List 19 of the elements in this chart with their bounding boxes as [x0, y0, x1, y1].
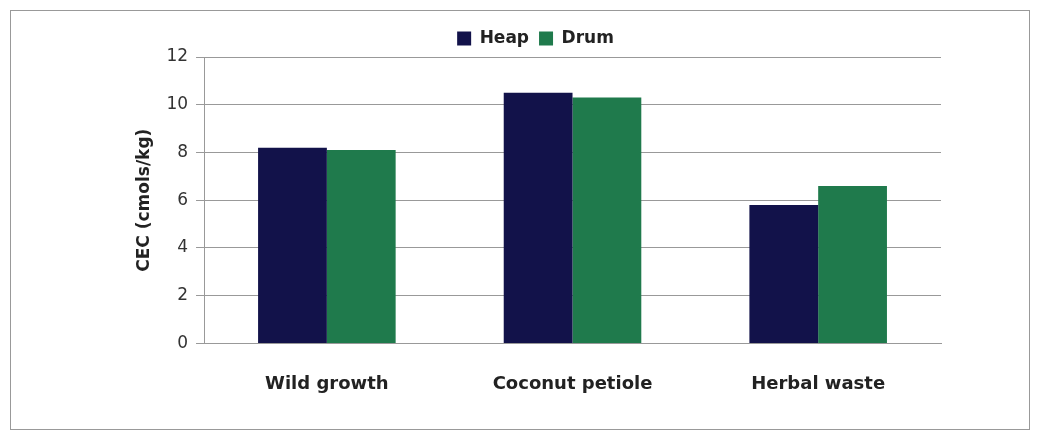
bar: [326, 150, 396, 343]
legend-label: Heap: [479, 26, 530, 47]
x-tick-label: Herbal waste: [751, 371, 886, 393]
bar: [258, 147, 327, 343]
y-tick-label: 6: [177, 188, 189, 209]
legend-label: Drum: [561, 26, 614, 47]
bar: [503, 92, 573, 343]
y-tick-label: 4: [177, 236, 189, 257]
bar: [818, 185, 887, 343]
y-tick-label: 12: [166, 45, 189, 66]
y-axis-title: CEC (cmols/kg): [132, 128, 153, 272]
y-tick-label: 0: [177, 331, 189, 352]
y-tick-label: 8: [177, 140, 189, 161]
y-tick-label: 10: [166, 93, 189, 114]
x-tick-label: Wild growth: [265, 371, 389, 393]
y-tick-label: 2: [177, 284, 189, 305]
x-tick-label: Coconut petiole: [492, 371, 653, 393]
bar: [749, 204, 819, 343]
bar: [572, 97, 642, 343]
